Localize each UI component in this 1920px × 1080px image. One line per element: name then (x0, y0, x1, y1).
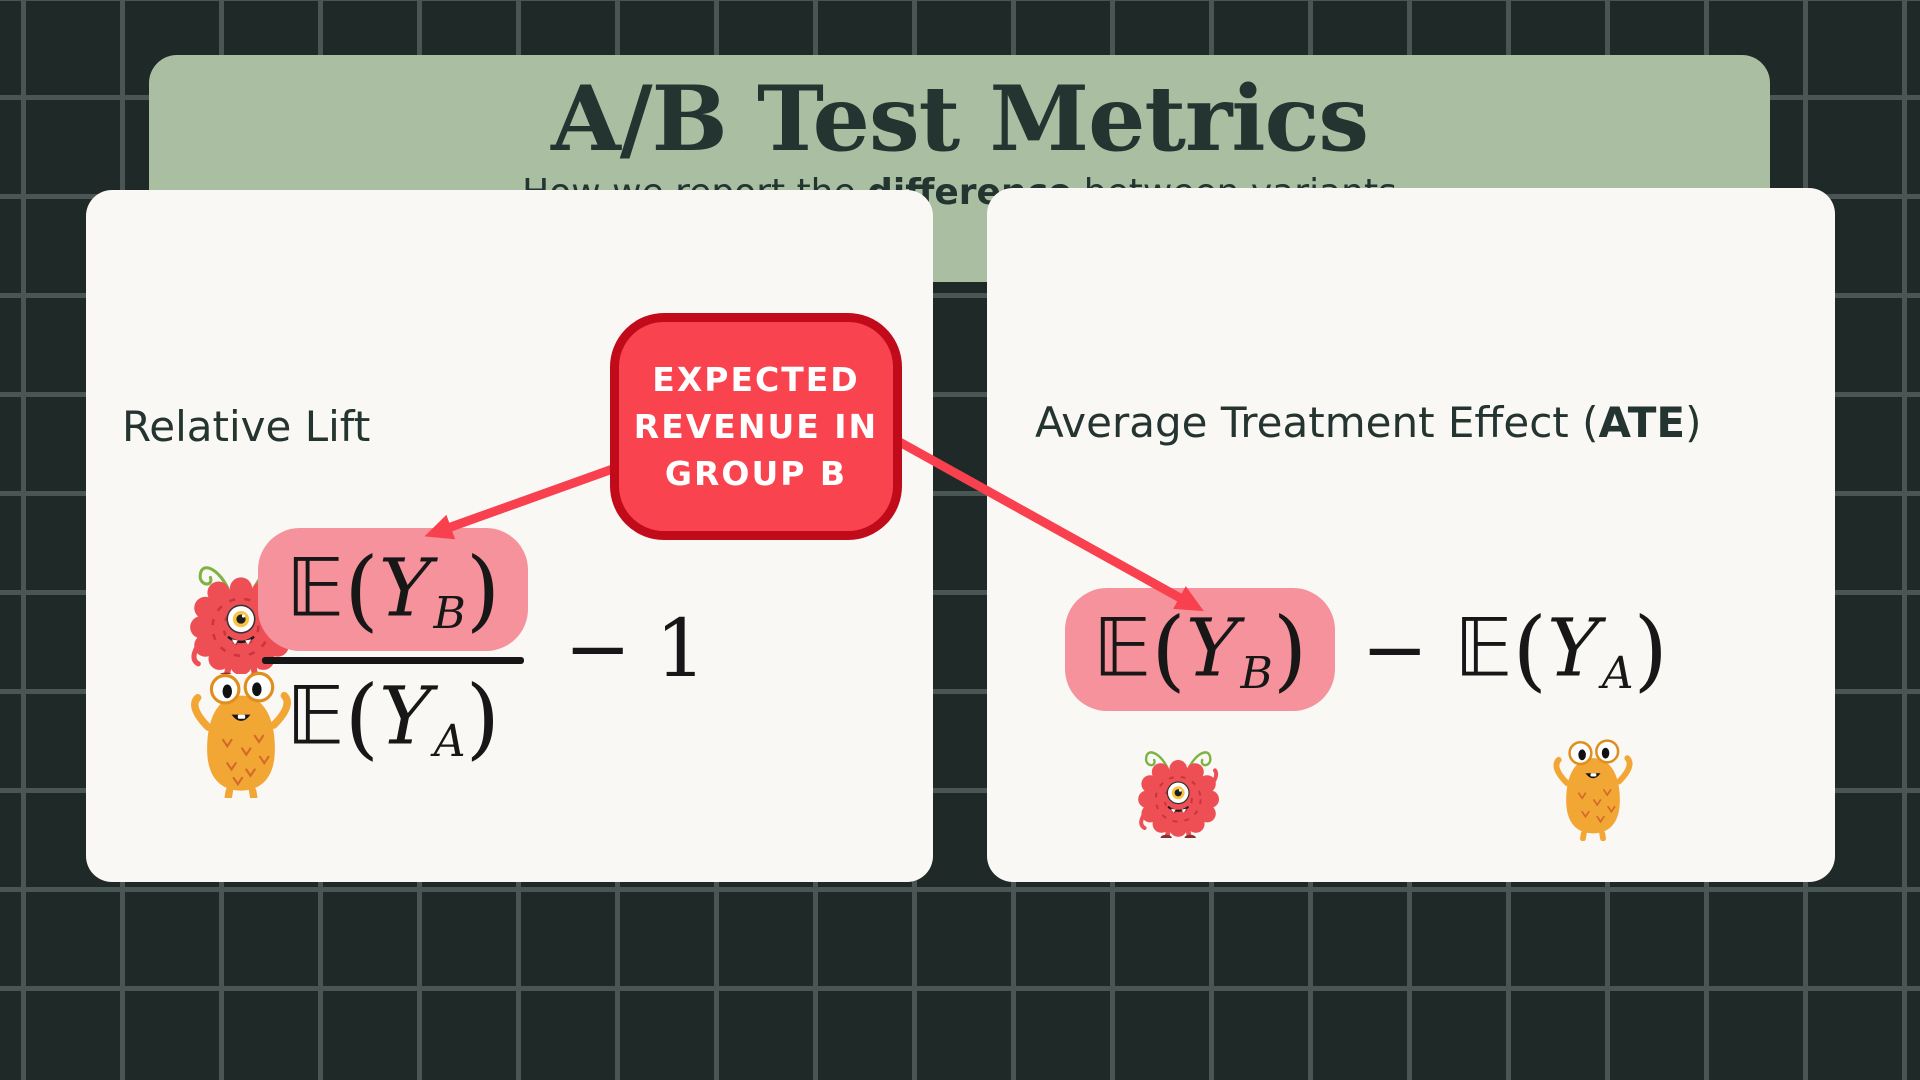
expectation-symbol: 𝔼 (286, 541, 345, 635)
term-EYA: 𝔼(YA) (1454, 598, 1668, 701)
yellow-monster-icon (1553, 739, 1633, 841)
callout-line: GROUP B (664, 454, 848, 493)
expectation-symbol: 𝔼 (286, 669, 345, 763)
expectation-symbol: 𝔼 (1093, 601, 1152, 695)
subscript-B: B (1240, 647, 1273, 699)
variable-Y: Y (1185, 601, 1239, 695)
callout-line: REVENUE IN (633, 407, 879, 446)
minus-one: −1 (564, 602, 706, 695)
highlighted-term-EYB: 𝔼(YB) (258, 528, 529, 651)
callout-expected-revenue: EXPECTED REVENUE IN GROUP B (610, 313, 902, 540)
page-title: A/B Test Metrics (550, 66, 1369, 172)
callout-line: EXPECTED (652, 360, 860, 399)
minus-sign: − (1361, 603, 1429, 696)
ate-card: Average Treatment Effect (ATE) 𝔼(YB) − 𝔼… (987, 188, 1835, 882)
fraction: 𝔼(YB) 𝔼(YA) (258, 528, 529, 769)
expectation-symbol: 𝔼 (1454, 601, 1513, 695)
subscript-B: B (433, 587, 466, 639)
variable-Y: Y (378, 541, 432, 635)
minus-sign: − (564, 602, 632, 695)
highlighted-term-EYB: 𝔼(YB) (1065, 588, 1336, 711)
subscript-A: A (1601, 647, 1634, 699)
red-monster-icon (1138, 751, 1219, 838)
relative-lift-title: Relative Lift (122, 402, 371, 451)
relative-lift-formula: 𝔼(YB) 𝔼(YA) −1 (258, 528, 706, 769)
variable-Y: Y (378, 669, 432, 763)
fraction-bar (262, 657, 525, 664)
denominator-EYA: 𝔼(YA) (286, 666, 500, 769)
subscript-A: A (433, 715, 466, 767)
variable-Y: Y (1546, 601, 1600, 695)
ate-formula: 𝔼(YB) − 𝔼(YA) (1065, 588, 1668, 711)
ate-title: Average Treatment Effect (ATE) (1035, 398, 1702, 447)
number-one: 1 (655, 602, 707, 695)
yellow-monster-icon (191, 671, 291, 798)
